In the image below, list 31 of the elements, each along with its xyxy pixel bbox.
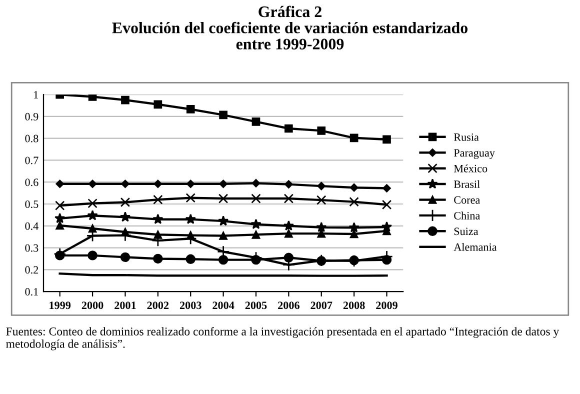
x-tick-label: 1999 [50,302,71,310]
y-tick-label: 0.8 [25,134,38,142]
y-tick-label: 0.1 [25,288,38,296]
x-tick-label: 2002 [147,302,169,310]
legend-label: Alemania [454,243,497,251]
source-note: Fuentes: Conteo de dominios realizado conforme a la investigación presentada en el apartado “Integración de datos y metodología de análisis”. [6,327,560,350]
legend-label: Suiza [454,228,478,236]
y-tick-label: 0.5 [25,200,38,208]
x-tick-label: 2007 [310,302,332,310]
x-tick-label: 2005 [245,302,267,310]
legend-label: China [454,212,480,220]
y-tick-label: 0.9 [25,112,38,120]
legend-label: Corea [454,196,480,204]
x-tick-label: 2008 [343,302,365,310]
legend-label: México [454,164,488,172]
y-tick-label: 0.6 [25,178,38,186]
y-tick-label: 0.4 [25,222,38,230]
y-tick-label: 1 [34,91,38,98]
chart-title: Gráfica 2 Evolución del coeficiente de variación estandarizado entre 1999-2009 [112,6,468,50]
y-tick-label: 0.2 [25,266,38,274]
x-tick-label: 2003 [180,302,202,310]
legend-label: Paraguay [454,149,495,159]
x-tick-label: 2001 [114,302,136,310]
legend-label: Rusia [454,133,479,141]
x-tick-label: 2009 [376,302,398,310]
x-tick-label: 2004 [212,302,234,310]
y-tick-label: 0.3 [25,244,38,252]
y-tick-label: 0.7 [25,156,38,164]
x-tick-label: 2000 [82,302,104,310]
legend-label: Brasil [454,180,480,188]
x-tick-label: 2006 [278,302,300,310]
